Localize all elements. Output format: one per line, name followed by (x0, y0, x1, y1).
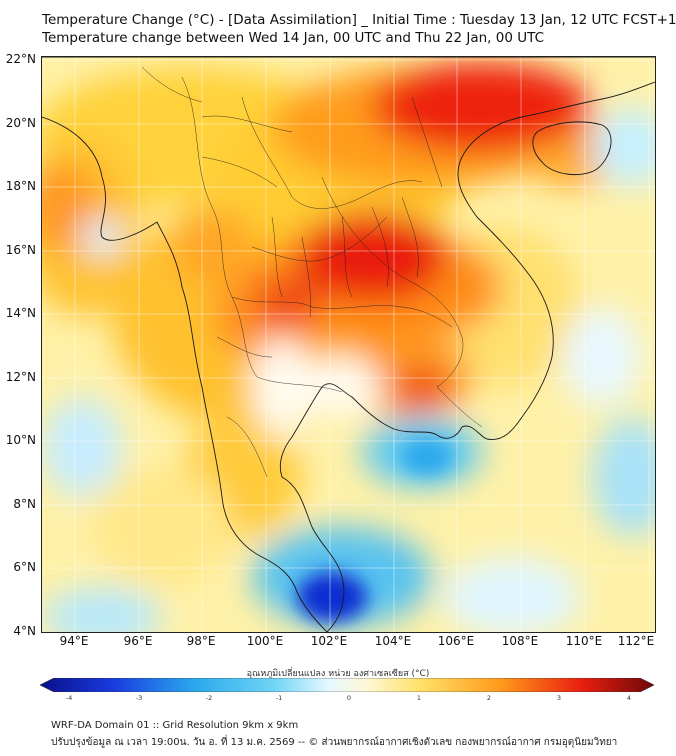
colorbar-tick: 4 (626, 694, 632, 702)
colorbar-tick: -1 (275, 694, 283, 702)
colorbar-tick: -3 (135, 694, 143, 702)
borders (141, 66, 483, 478)
lat-label-16n: 16°N (5, 243, 36, 257)
colorbar-tick: 3 (556, 694, 562, 702)
colorbar (40, 678, 654, 692)
colorbar-tick: 2 (486, 694, 492, 702)
lon-label-102e: 102°E (310, 634, 348, 648)
graticule (42, 57, 655, 632)
lat-label-12n: 12°N (5, 370, 36, 384)
lon-label-108e: 108°E (501, 634, 539, 648)
map-title-line1: Temperature Change (°C) - [Data Assimila… (42, 12, 676, 28)
lon-label-112e: 112°E (617, 634, 655, 648)
temperature-change-map (41, 56, 656, 633)
colorbar-title: อุณหภูมิเปลี่ยนแปลง หน่วย องศาเซลเซียส (… (246, 669, 430, 679)
lat-label-22n: 22°N (5, 52, 36, 66)
lon-label-100e: 100°E (246, 634, 284, 648)
lon-label-110e: 110°E (565, 634, 603, 648)
footer-credit: ปรับปรุงข้อมูล ณ เวลา 19:00น. วัน อ. ที่… (51, 737, 618, 748)
map-title-line2: Temperature change between Wed 14 Jan, 0… (42, 30, 544, 46)
colorbar-tick: 1 (416, 694, 422, 702)
lat-label-14n: 14°N (5, 306, 36, 320)
footer-model-info: WRF-DA Domain 01 :: Grid Resolution 9km … (51, 720, 299, 731)
colorbar-tick: 0 (346, 694, 352, 702)
map-canvas (42, 57, 655, 632)
lon-label-98e: 98°E (186, 634, 216, 648)
lat-label-4n: 4°N (13, 624, 36, 638)
lon-label-96e: 96°E (123, 634, 153, 648)
lat-label-20n: 20°N (5, 116, 36, 130)
lat-label-8n: 8°N (13, 497, 36, 511)
colorbar-tick: -4 (65, 694, 73, 702)
lon-label-106e: 106°E (437, 634, 475, 648)
lat-label-18n: 18°N (5, 179, 36, 193)
temperature-field (42, 62, 655, 632)
lon-label-94e: 94°E (59, 634, 89, 648)
cold-core (297, 439, 452, 622)
colorbar-tick: -2 (205, 694, 213, 702)
colorbar-gradient (40, 678, 654, 692)
lat-label-10n: 10°N (5, 433, 36, 447)
coastlines (42, 57, 655, 632)
lat-label-6n: 6°N (13, 560, 36, 574)
lon-label-104e: 104°E (374, 634, 412, 648)
